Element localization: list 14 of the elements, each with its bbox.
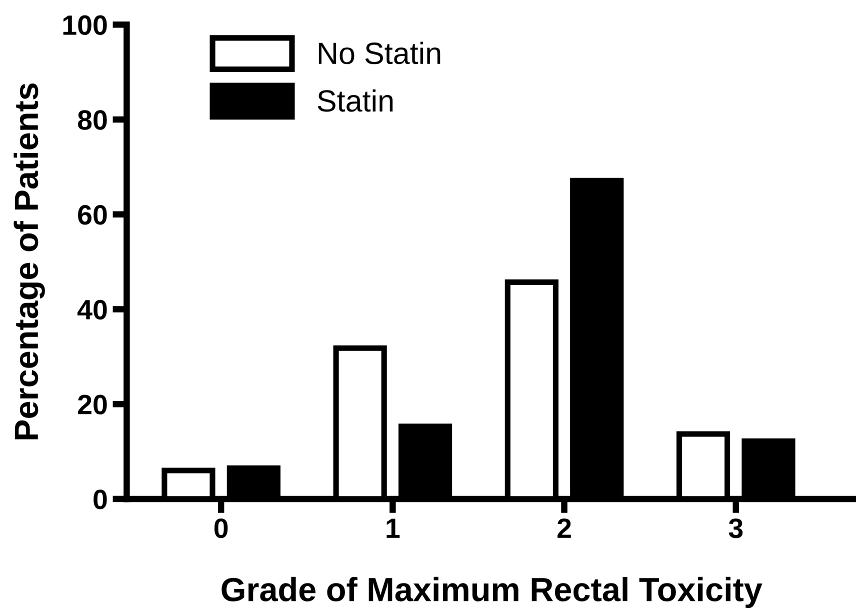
x-tick-label: 2	[558, 518, 571, 538]
legend-label: No Statin	[318, 42, 440, 64]
y-tick-label: 20	[78, 394, 107, 414]
x-tick-label: 0	[214, 518, 228, 538]
x-tick-label: 3	[728, 518, 743, 538]
y-axis-title: Percentage of Patients	[14, 83, 45, 440]
x-axis-title: Grade of Maximum Rectal Toxicity	[222, 576, 762, 608]
y-tick-label: 60	[78, 205, 107, 225]
y-tick-label: 0	[94, 490, 107, 510]
y-tick-label: 100	[63, 15, 107, 35]
y-tick-label: 40	[77, 300, 107, 320]
y-tick-label: 80	[78, 110, 107, 130]
legend-label: Statin	[318, 89, 393, 112]
x-tick-label: 1	[386, 518, 400, 538]
